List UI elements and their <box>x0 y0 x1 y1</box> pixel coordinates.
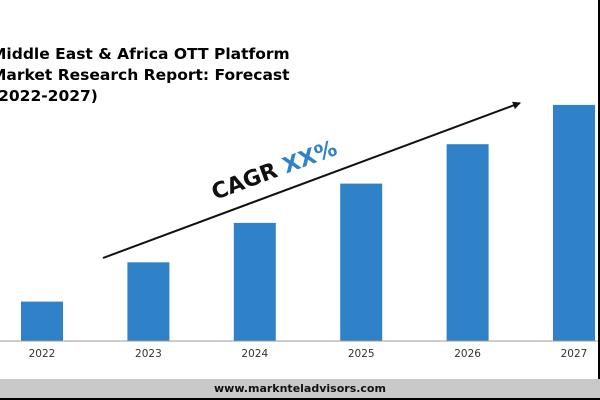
chart-title-line-2: Market Research Report: Forecast <box>0 66 290 84</box>
chart-title-line-3: (2022-2027) <box>0 87 98 105</box>
x-tick-label-2024: 2024 <box>241 348 268 360</box>
website-link[interactable]: www.marknteladvisors.com <box>214 382 386 395</box>
footer-bar: www.marknteladvisors.com <box>0 379 600 400</box>
bar-2022 <box>21 301 63 341</box>
bar-2027 <box>553 104 595 342</box>
chart-title: Middle East & Africa OTT Platform Market… <box>0 44 290 107</box>
bar-chart: 2022 2023 2024 2025 2026 2027 CAGR XX% <box>0 101 600 360</box>
growth-arrow <box>102 101 521 259</box>
bar-2025 <box>340 183 383 341</box>
bar-2023 <box>127 262 170 341</box>
bars-group <box>21 104 595 342</box>
chart-title-line-1: Middle East & Africa OTT Platform <box>0 45 290 63</box>
bar-2024 <box>233 222 276 341</box>
x-axis-tick-labels: 2022 2023 2024 2025 2026 2027 <box>29 348 588 360</box>
x-tick-label-2022: 2022 <box>29 348 56 360</box>
x-tick-label-2023: 2023 <box>135 348 162 360</box>
x-tick-label-2026: 2026 <box>454 348 481 360</box>
x-tick-label-2027: 2027 <box>561 348 588 360</box>
x-tick-label-2025: 2025 <box>348 348 375 360</box>
bar-2026 <box>446 144 489 341</box>
